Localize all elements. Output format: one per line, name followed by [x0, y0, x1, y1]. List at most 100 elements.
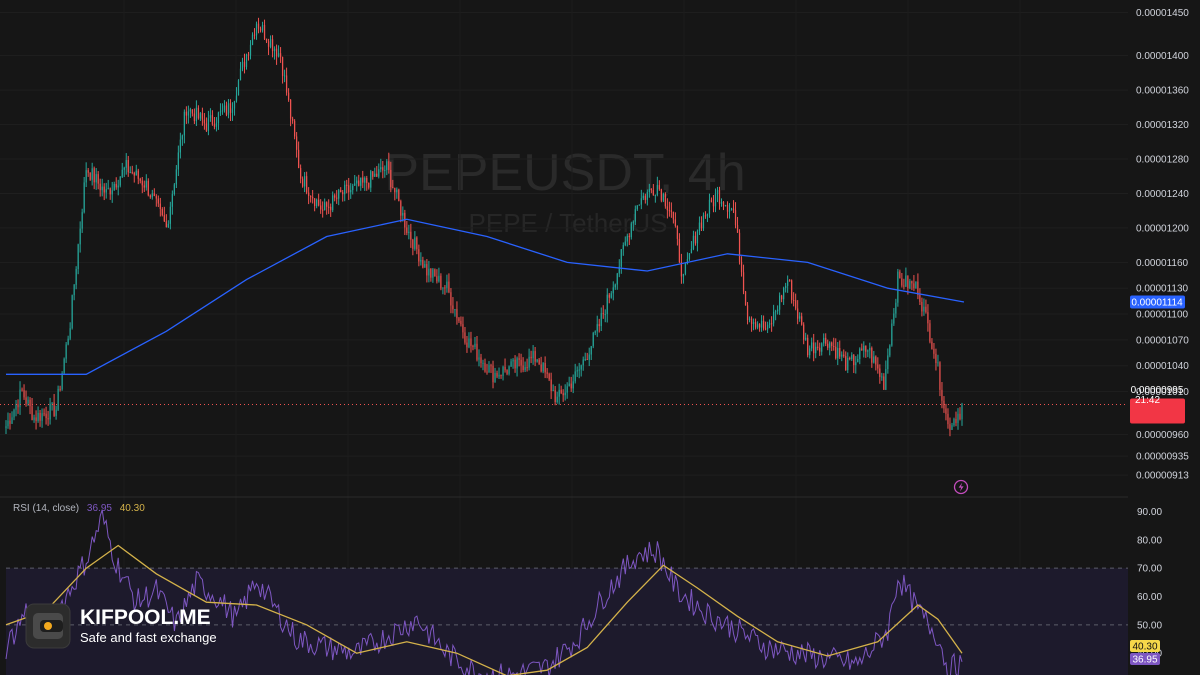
brand-logo[interactable]: KIFPOOL.ME Safe and fast exchange	[25, 603, 217, 649]
candle-body	[919, 295, 921, 302]
candle	[760, 315, 763, 332]
candle	[360, 177, 362, 191]
candle-body	[815, 346, 817, 354]
candle-body	[839, 348, 841, 357]
candle-body	[887, 355, 889, 370]
candle-body	[937, 362, 939, 364]
candle-body	[131, 172, 133, 174]
candle-body	[155, 196, 157, 199]
candle	[877, 357, 879, 374]
candle-body	[506, 370, 508, 374]
candle	[536, 358, 538, 363]
candle	[408, 224, 410, 240]
candle	[245, 53, 248, 70]
candle-body	[398, 189, 400, 202]
candle-body	[247, 54, 250, 56]
candle	[863, 341, 865, 358]
candle-body	[93, 168, 95, 183]
candle-body	[526, 367, 528, 369]
candle	[308, 187, 310, 205]
candle	[710, 197, 713, 203]
brand-tagline: Safe and fast exchange	[80, 630, 217, 645]
candle-body	[468, 338, 470, 348]
candle	[103, 183, 105, 201]
candle-body	[191, 109, 194, 114]
candle-body	[316, 199, 318, 207]
candle	[251, 32, 254, 46]
candle-body	[322, 209, 324, 211]
candle	[734, 202, 737, 229]
candle-body	[825, 337, 827, 344]
candle-body	[19, 389, 21, 408]
candle	[203, 113, 206, 130]
candle-body	[255, 23, 258, 36]
candle-body	[582, 359, 584, 366]
candle	[931, 338, 933, 350]
candle-body	[504, 366, 506, 371]
candle-body	[203, 119, 206, 124]
candle-body	[586, 359, 588, 361]
candle	[492, 360, 494, 389]
candle	[945, 403, 947, 421]
candle-body	[935, 353, 937, 364]
candle-body	[558, 389, 560, 397]
candle-body	[662, 193, 664, 201]
candle	[215, 117, 218, 132]
candle	[394, 187, 396, 201]
candle	[241, 57, 244, 72]
candle-body	[752, 322, 755, 324]
candle-body	[394, 187, 396, 193]
candle-body	[871, 347, 873, 363]
candle-body	[29, 399, 31, 407]
lightning-icon[interactable]	[953, 479, 969, 495]
candle	[213, 116, 216, 130]
candle-body	[498, 374, 500, 377]
candle	[564, 384, 566, 401]
candle-body	[911, 281, 913, 284]
candle-body	[899, 271, 901, 279]
candle-body	[610, 293, 612, 298]
candle-body	[630, 223, 632, 238]
candle-body	[183, 111, 185, 136]
candle-body	[626, 235, 628, 242]
candle	[640, 189, 642, 210]
candle-body	[732, 208, 735, 211]
candle-body	[233, 101, 236, 109]
candle-body	[654, 194, 656, 196]
candle	[279, 47, 282, 63]
candle-body	[925, 306, 927, 313]
price-axis[interactable]: 0.00001450 0.00001400 0.00001360 0.00001320…	[1136, 8, 1189, 481]
last-price-value: 0.00000995	[1131, 385, 1184, 396]
candle	[151, 189, 153, 200]
candle	[684, 262, 687, 276]
candle-body	[482, 362, 484, 364]
candle	[275, 44, 278, 65]
candle	[542, 362, 544, 374]
candle	[57, 385, 59, 412]
candle	[299, 164, 302, 184]
candle	[592, 331, 594, 349]
candle	[947, 408, 949, 429]
candle-body	[169, 206, 171, 224]
candle	[396, 187, 398, 199]
candle-body	[436, 276, 438, 282]
candle-body	[392, 187, 394, 189]
candle-body	[249, 44, 252, 56]
candle-body	[634, 209, 636, 222]
candle	[21, 387, 23, 392]
rsi-header[interactable]: RSI (14, close) 36.95 40.30	[13, 503, 145, 514]
candle-body	[770, 323, 773, 325]
candle	[801, 312, 803, 326]
candle	[63, 357, 65, 375]
candle-body	[881, 376, 883, 378]
candle-body	[546, 372, 548, 374]
candle	[875, 355, 877, 371]
candle-body	[622, 245, 624, 250]
candle	[392, 179, 394, 189]
candle-body	[596, 324, 598, 332]
candle-body	[768, 323, 771, 325]
candle	[839, 340, 841, 359]
candle	[570, 376, 572, 392]
candle-body	[267, 41, 270, 47]
